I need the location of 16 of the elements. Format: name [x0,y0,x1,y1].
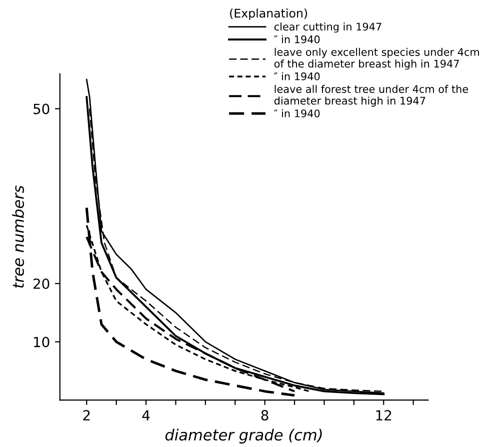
x-axis-title: diameter grade (cm) [165,428,322,444]
legend-label: clear cutting in 1947 [274,22,382,33]
legend-label: leave only excellent species under 4cm of the diameter breast high in 1947 [274,48,479,70]
legend-label: ″ in 1940 [274,109,320,118]
y-axis-title: tree numbers [12,185,24,288]
y-tick-label: 50 [34,104,50,114]
legend-label: ″ in 1940 [274,72,320,80]
x-tick-label: 12 [376,410,392,420]
x-tick-label: 2 [83,410,90,420]
x-tick-label: 4 [142,410,150,420]
y-tick-label: 20 [34,278,50,289]
x-tick-label: 8 [261,410,268,421]
legend-label: ″ in 1940 [274,35,320,44]
legend-title: (Explanation) [230,8,308,20]
y-tick-label: 10 [34,336,50,348]
legend-label: leave all forest tree under 4cm of the diameter breast high in 1947 [274,84,468,107]
